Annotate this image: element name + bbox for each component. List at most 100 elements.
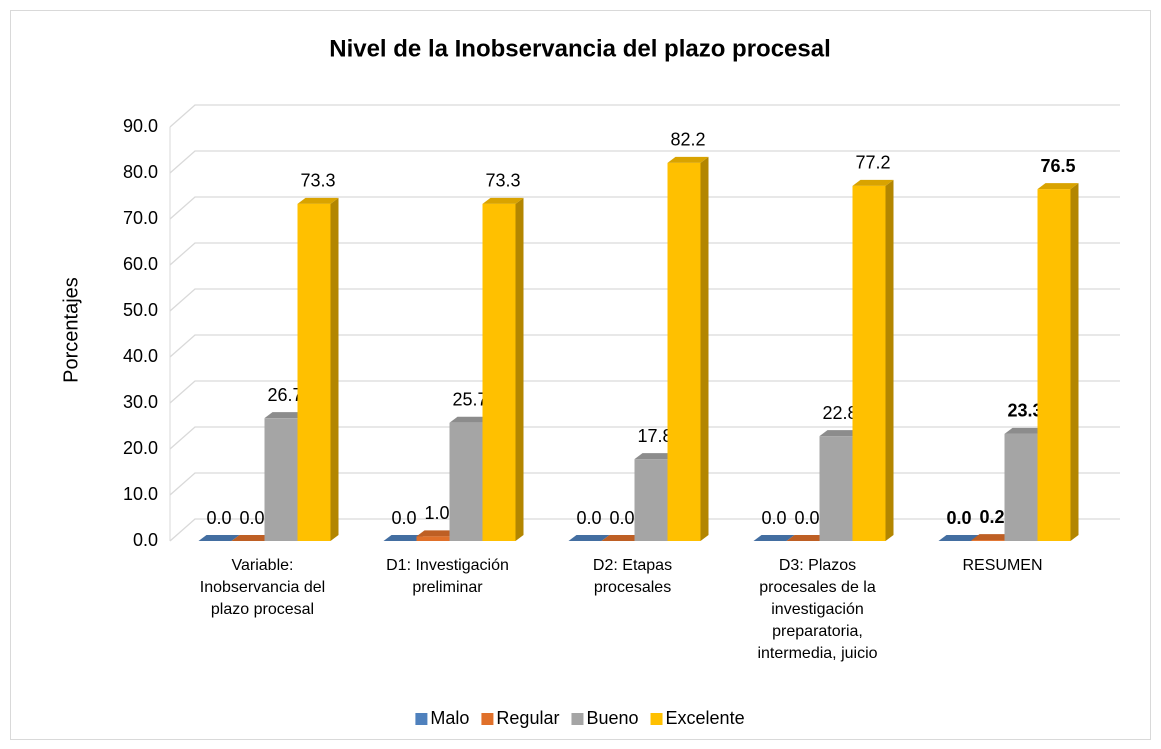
bar-side xyxy=(515,197,524,541)
y-tick-label: 50.0 xyxy=(123,300,158,320)
grid-line xyxy=(169,380,1120,404)
value-label: 82.2 xyxy=(670,130,705,150)
x-tick-label: D1: Investigación preliminar xyxy=(386,557,509,596)
bar xyxy=(482,203,516,541)
bar-top xyxy=(198,535,240,541)
x-tick-label: D3: Plazos procesales de la investigación p… xyxy=(757,557,877,662)
grid-line xyxy=(169,334,1120,358)
x-tick-line: preliminar xyxy=(412,579,483,596)
legend-swatch xyxy=(571,713,584,725)
bar-top xyxy=(753,535,795,541)
value-label: 73.3 xyxy=(300,171,335,191)
grid-line xyxy=(169,196,1120,220)
bar-top xyxy=(971,534,1013,541)
y-tick-label: 30.0 xyxy=(123,392,158,412)
x-tick-label: Variable: Inobservancia del plazo procesal xyxy=(200,557,325,618)
value-label: 0.0 xyxy=(206,508,231,528)
bar-side xyxy=(330,197,339,541)
y-tick-label: 80.0 xyxy=(123,162,158,182)
bar-side xyxy=(885,179,894,541)
value-label: 0.0 xyxy=(576,508,601,528)
bar-side xyxy=(1070,183,1079,541)
value-label: 1.0 xyxy=(424,503,449,523)
bar-top xyxy=(1037,183,1079,190)
grid-line xyxy=(169,150,1120,174)
legend: Malo Regular Bueno Excelente xyxy=(415,708,745,728)
grid-line xyxy=(169,288,1120,312)
y-axis-label: Porcentajes xyxy=(60,277,82,383)
value-label: 0.0 xyxy=(761,508,786,528)
value-label: 0.0 xyxy=(239,508,264,528)
bar-top xyxy=(786,535,828,541)
bar xyxy=(297,203,331,541)
value-label: 77.2 xyxy=(855,153,890,173)
x-tick-line: RESUMEN xyxy=(962,557,1042,574)
bar-top xyxy=(383,535,425,541)
x-tick-line: D3: Plazos xyxy=(779,557,856,574)
grid-line xyxy=(169,242,1120,266)
x-tick-label: D2: Etapas procesales xyxy=(593,557,672,596)
bar-top xyxy=(1004,427,1046,434)
bar-side xyxy=(700,156,709,541)
value-label: 26.7 xyxy=(267,385,302,405)
bar-top xyxy=(449,416,491,423)
bar xyxy=(634,459,668,541)
bar-top xyxy=(819,430,861,437)
legend-label: Excelente xyxy=(666,708,745,728)
y-tick-label: 70.0 xyxy=(123,208,158,228)
x-tick-line: investigación xyxy=(771,601,864,618)
bar xyxy=(667,162,701,541)
bar-top xyxy=(938,535,980,541)
bar-top xyxy=(852,179,894,186)
x-tick-line: Variable: xyxy=(232,557,294,574)
x-tick-line: procesales xyxy=(594,579,671,596)
grid-line xyxy=(169,472,1120,496)
bar-top xyxy=(264,412,306,419)
bar xyxy=(416,536,450,541)
x-tick-line: plazo procesal xyxy=(211,601,314,618)
value-label: 25.7 xyxy=(452,390,487,410)
y-tick-label: 0.0 xyxy=(133,530,158,550)
bar-top xyxy=(568,535,610,541)
grid-line xyxy=(169,426,1120,450)
bar-top xyxy=(231,535,273,541)
x-tick-line: intermedia, juicio xyxy=(757,645,877,662)
legend-label: Malo xyxy=(430,708,469,728)
x-tick-line: procesales de la xyxy=(759,579,876,596)
chart-title: Nivel de la Inobservancia del plazo proc… xyxy=(329,35,831,62)
bar-top xyxy=(297,197,339,204)
y-tick-label: 60.0 xyxy=(123,254,158,274)
bar-top xyxy=(667,156,709,163)
x-tick-line: preparatoria, xyxy=(772,623,863,640)
bar xyxy=(971,540,1005,541)
y-tick-label: 20.0 xyxy=(123,438,158,458)
legend-label: Bueno xyxy=(586,708,638,728)
value-label: 17.8 xyxy=(637,426,672,446)
x-tick-line: Inobservancia del xyxy=(200,579,325,596)
value-label: 0.0 xyxy=(391,508,416,528)
bar-top xyxy=(601,535,643,541)
legend-swatch xyxy=(415,713,428,725)
y-tick-label: 10.0 xyxy=(123,484,158,504)
bar xyxy=(1004,433,1038,541)
bar-top xyxy=(416,530,458,537)
y-tick-label: 40.0 xyxy=(123,346,158,366)
bar-top xyxy=(634,453,676,460)
value-label: 0.0 xyxy=(794,508,819,528)
value-label: 23.3 xyxy=(1007,401,1042,421)
bar xyxy=(1037,189,1071,541)
chart-frame xyxy=(10,10,1151,740)
x-tick-label: RESUMEN xyxy=(962,557,1042,574)
bar xyxy=(449,422,483,541)
value-label: 0.0 xyxy=(946,508,971,528)
grid-line xyxy=(169,104,1120,128)
grid-line xyxy=(169,518,1120,542)
x-tick-line: D2: Etapas xyxy=(593,557,672,574)
value-label: 0.0 xyxy=(609,508,634,528)
value-label: 22.8 xyxy=(822,403,857,423)
bar-top xyxy=(482,197,524,204)
value-label: 73.3 xyxy=(485,171,520,191)
bar xyxy=(264,418,298,541)
bar xyxy=(852,185,886,541)
